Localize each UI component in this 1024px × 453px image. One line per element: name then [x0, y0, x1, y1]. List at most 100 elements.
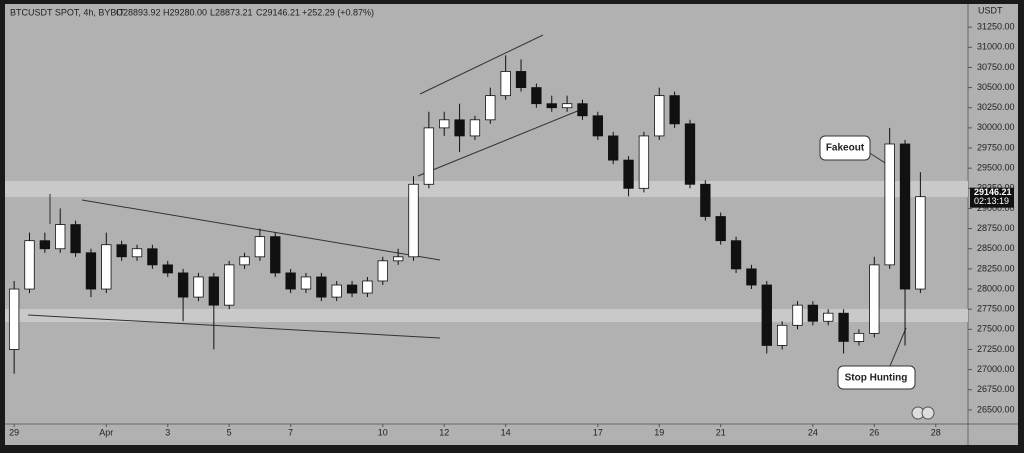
candle-body: [254, 236, 266, 258]
candle-body: [515, 71, 527, 88]
callout-text: Stop Hunting: [845, 373, 908, 384]
icon: [921, 406, 935, 420]
candle-body: [884, 143, 895, 266]
candle-body: [776, 324, 788, 346]
x-tick-label: 17: [593, 427, 603, 437]
x-tick-label: 10: [378, 427, 388, 437]
candle-body: [807, 304, 819, 322]
y-tick-label: 31000.00: [977, 42, 1015, 52]
change: +252.29 (+0.87%): [302, 7, 374, 17]
countdown: 02:13:19: [974, 196, 1009, 206]
candle-body: [270, 236, 281, 274]
candles: [8, 55, 926, 374]
ohlc-open: O28893.92: [116, 7, 161, 17]
ohlc-close: C29146.21: [256, 7, 300, 17]
y-tick-label: 28750.00: [977, 223, 1015, 233]
x-tick-label: 5: [227, 427, 232, 437]
x-tick-label: 29: [9, 427, 19, 437]
candle-body: [408, 183, 419, 258]
candle-body: [469, 119, 481, 137]
y-tick-label: 26500.00: [977, 404, 1015, 414]
x-tick-label: 3: [165, 427, 170, 437]
y-tick-label: 29000.00: [977, 203, 1015, 213]
candle-body: [439, 119, 450, 129]
candle-body: [638, 135, 650, 189]
candle-body: [316, 276, 327, 298]
ohlc-low: L28873.21: [210, 7, 253, 17]
y-tick-label: 27500.00: [977, 324, 1015, 334]
x-tick-label: 24: [808, 427, 818, 437]
y-tick-label: 26750.00: [977, 384, 1015, 394]
candle-body: [285, 272, 296, 290]
candle-body: [592, 115, 603, 137]
y-tick-label: 30500.00: [977, 82, 1015, 92]
x-tick-label: 21: [716, 427, 726, 437]
stop-hunting-callout: Stop Hunting: [837, 365, 916, 390]
candle-body: [500, 71, 511, 97]
candle-body: [823, 312, 834, 322]
candle-body: [838, 312, 849, 342]
callout-box: [819, 135, 871, 161]
y-tick-label: 30750.00: [977, 62, 1015, 72]
candle-body: [577, 103, 588, 117]
candle-body: [853, 332, 865, 342]
candle-body: [8, 288, 20, 350]
y-tick-label: 27750.00: [977, 304, 1015, 314]
candle-body: [377, 260, 388, 282]
y-tick-label: 28000.00: [977, 283, 1015, 293]
trendline: [27, 314, 441, 339]
candle-body: [792, 304, 803, 326]
currency: USDT: [978, 5, 1003, 15]
symbol: BTCUSDT SPOT, 4h, BYBIT: [10, 7, 125, 17]
candle-body: [669, 95, 680, 125]
resistance-zone: [5, 181, 968, 197]
trendline: [81, 199, 441, 261]
candle-body: [362, 280, 373, 294]
candle-body: [208, 276, 219, 306]
candle-body: [239, 256, 250, 266]
candle-body: [531, 87, 542, 105]
callout-text: Fakeout: [826, 143, 865, 154]
y-tick-label: 31250.00: [977, 22, 1015, 32]
candle-body: [654, 95, 665, 137]
candle-body: [700, 183, 711, 217]
y-tick-label: 27000.00: [977, 364, 1015, 374]
candle-body: [392, 256, 404, 262]
x-tick-label: 14: [501, 427, 511, 437]
last-price-box: [970, 187, 1014, 208]
candle-body: [746, 268, 757, 286]
candle-body: [684, 123, 696, 185]
x-tick-label: 28: [931, 427, 941, 437]
candle-body: [193, 276, 204, 298]
x-tick-label: 7: [288, 427, 293, 437]
trendline: [417, 109, 581, 177]
support-zone: [5, 309, 968, 322]
candle-body: [131, 248, 143, 258]
candle-body: [55, 224, 66, 250]
candle-body: [147, 248, 158, 266]
y-tick-label: 28500.00: [977, 243, 1015, 253]
trendline: [419, 34, 544, 95]
callout-box: [837, 365, 916, 390]
y-tick-label: 30000.00: [977, 122, 1015, 132]
candle-body: [162, 264, 173, 274]
y-tick-label: 29750.00: [977, 142, 1015, 152]
x-tick-label: 19: [654, 427, 664, 437]
candle-body: [915, 196, 926, 290]
y-tick-label: 27250.00: [977, 344, 1015, 354]
candle-body: [423, 127, 435, 185]
candle-body: [70, 224, 81, 254]
candle-body: [224, 264, 235, 306]
trendlines: [27, 34, 907, 367]
y-tick-label: 28250.00: [977, 263, 1015, 273]
candle-body: [623, 159, 634, 189]
y-tick-label: 30250.00: [977, 102, 1015, 112]
x-tick-label: 12: [439, 427, 449, 437]
candle-body: [561, 103, 573, 109]
candle-body: [608, 135, 619, 161]
candle-body: [761, 284, 772, 346]
candle-body: [715, 216, 726, 242]
candle-body: [454, 119, 465, 137]
